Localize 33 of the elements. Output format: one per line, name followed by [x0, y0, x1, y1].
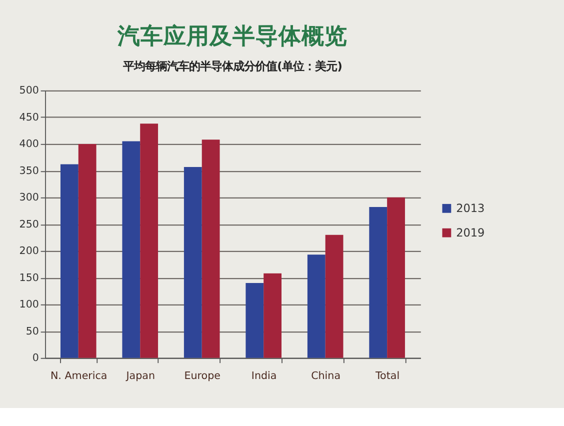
bar	[246, 283, 264, 358]
bar	[387, 197, 405, 358]
bar	[122, 141, 140, 358]
bar	[78, 144, 96, 358]
y-tick-label: 100	[19, 298, 39, 311]
y-tick-label: 200	[19, 245, 39, 258]
y-tick-label: 250	[19, 218, 39, 230]
x-tick-label: N. America	[50, 370, 108, 382]
bar	[60, 164, 78, 358]
bar	[264, 273, 282, 358]
legend-label: 2013	[456, 202, 485, 216]
y-tick-label: 500	[19, 84, 39, 97]
bar	[307, 254, 326, 358]
x-tick-label: Japan	[125, 370, 155, 382]
x-tick-label: China	[311, 370, 341, 382]
x-tick-label: India	[251, 370, 277, 382]
bar	[184, 166, 202, 358]
y-tick-label: 150	[19, 272, 39, 284]
y-tick-label: 50	[26, 325, 39, 338]
y-tick-label: 350	[19, 164, 39, 177]
bar	[140, 124, 158, 358]
bar	[202, 140, 220, 358]
bar	[369, 207, 388, 358]
chart-subtitle: 平均每辆汽车的半导体成分价值(单位：美元)	[122, 60, 342, 73]
y-tick-label: 450	[19, 111, 39, 124]
bar	[325, 234, 344, 358]
chart-title: 汽车应用及半导体概览	[116, 22, 348, 50]
y-tick-label: 0	[32, 352, 39, 364]
x-tick-label: Europe	[184, 370, 220, 382]
legend-label: 2019	[456, 226, 485, 240]
x-tick-label: Total	[374, 370, 400, 382]
y-tick-label: 400	[19, 138, 39, 150]
y-tick-label: 300	[19, 192, 39, 204]
